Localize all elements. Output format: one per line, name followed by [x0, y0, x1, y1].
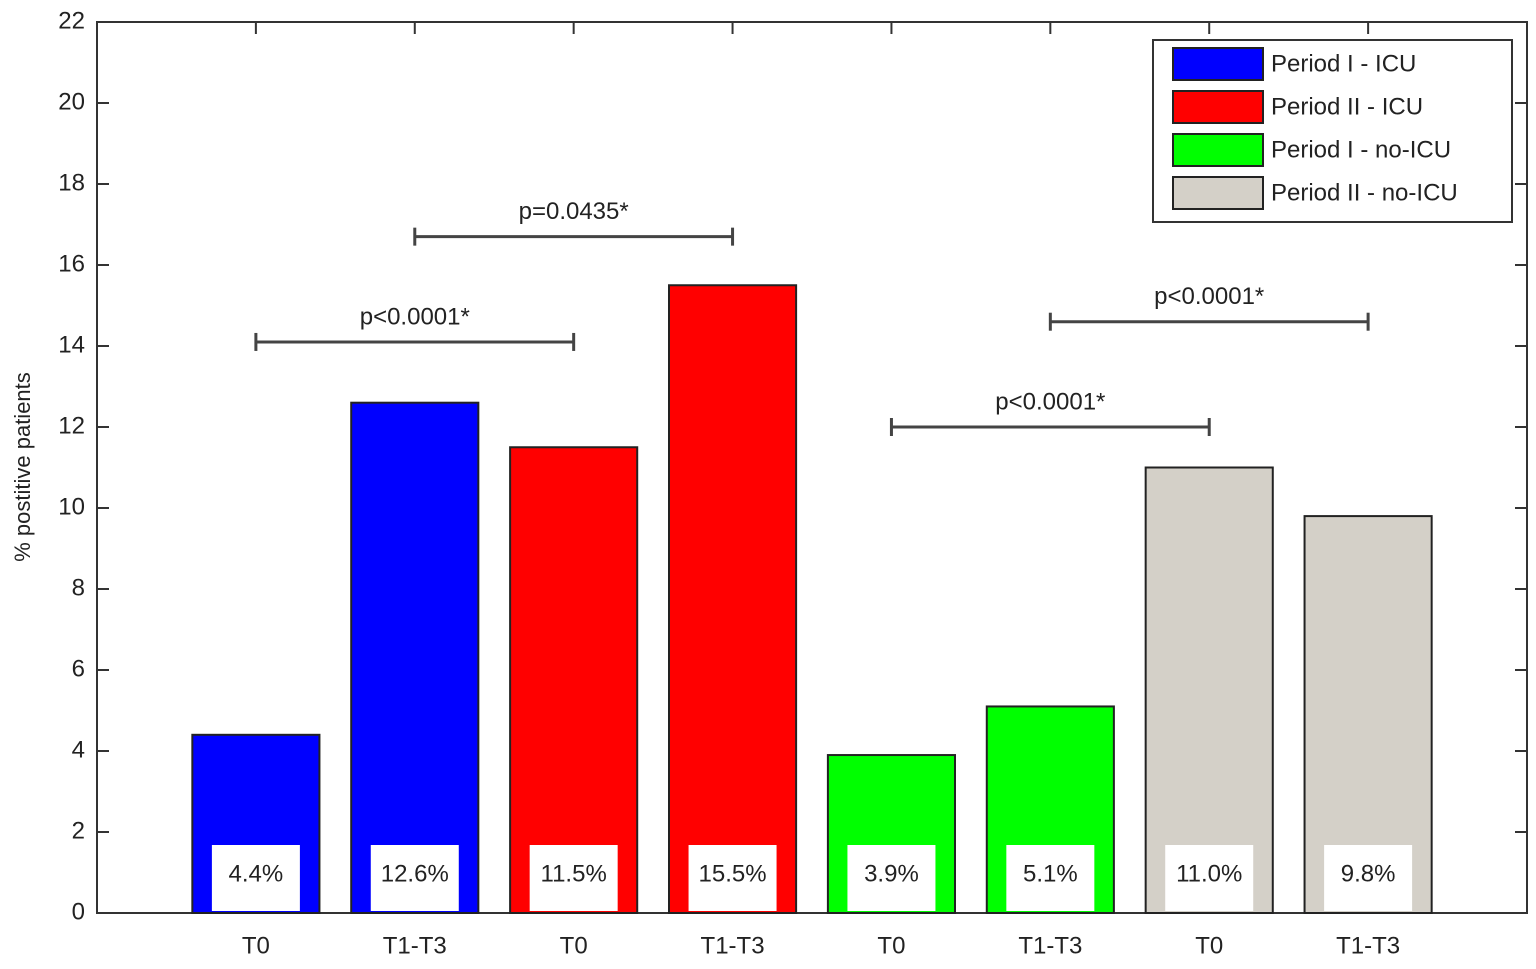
value-label-box — [1324, 845, 1413, 911]
x-tick-label: T0 — [1195, 932, 1223, 959]
y-tick-label: 4 — [72, 736, 85, 763]
value-label: 4.4% — [229, 860, 284, 887]
value-label-box — [211, 845, 300, 911]
value-label-box — [688, 845, 777, 911]
legend-label: Period II - no-ICU — [1271, 179, 1458, 206]
legend-swatch — [1172, 90, 1264, 124]
value-label-box — [1006, 845, 1095, 911]
x-tick-label: T0 — [242, 932, 270, 959]
y-tick-label: 6 — [72, 655, 85, 682]
y-tick-label: 20 — [58, 88, 85, 115]
y-tick-label: 2 — [72, 817, 85, 844]
y-tick-label: 16 — [58, 250, 85, 277]
value-label-box — [370, 845, 459, 911]
value-label-box — [1165, 845, 1254, 911]
bar — [350, 401, 480, 914]
annotation: p<0.0001* — [360, 303, 470, 330]
y-tick-label: 14 — [58, 331, 85, 358]
value-label: 12.6% — [381, 860, 449, 887]
legend-label: Period I - ICU — [1271, 50, 1416, 77]
bar — [1144, 466, 1274, 914]
y-tick-label: 10 — [58, 493, 85, 520]
value-label: 15.5% — [699, 860, 767, 887]
y-tick-label: 18 — [58, 169, 85, 196]
y-tick-label: 0 — [72, 898, 85, 925]
legend-label: Period II - ICU — [1271, 93, 1423, 120]
annotation: p<0.0001* — [995, 388, 1105, 415]
bar — [509, 446, 639, 914]
value-label: 3.9% — [864, 860, 919, 887]
x-tick-label: T1-T3 — [1336, 932, 1400, 959]
value-label: 11.5% — [541, 860, 607, 887]
bar — [668, 284, 798, 914]
y-tick-label: 22 — [58, 7, 85, 34]
x-tick-label: T0 — [877, 932, 905, 959]
x-tick-label: T1-T3 — [383, 932, 447, 959]
x-tick-label: T1-T3 — [701, 932, 765, 959]
value-label: 9.8% — [1341, 860, 1396, 887]
value-label-box — [529, 845, 618, 911]
value-label: 11.0% — [1176, 860, 1242, 887]
x-tick-label: T1-T3 — [1018, 932, 1082, 959]
y-tick-label: 8 — [72, 574, 85, 601]
value-label-box — [847, 845, 936, 911]
x-tick-label: T0 — [560, 932, 588, 959]
y-tick-label: 12 — [58, 412, 85, 439]
value-label: 5.1% — [1023, 860, 1078, 887]
y-axis-label: % postitive patients — [10, 372, 35, 562]
legend-swatch — [1172, 47, 1264, 81]
annotation: p=0.0435* — [519, 198, 629, 225]
legend-swatch — [1172, 133, 1264, 167]
annotation: p<0.0001* — [1154, 283, 1264, 310]
legend-swatch — [1172, 176, 1264, 210]
legend-label: Period I - no-ICU — [1271, 136, 1451, 163]
